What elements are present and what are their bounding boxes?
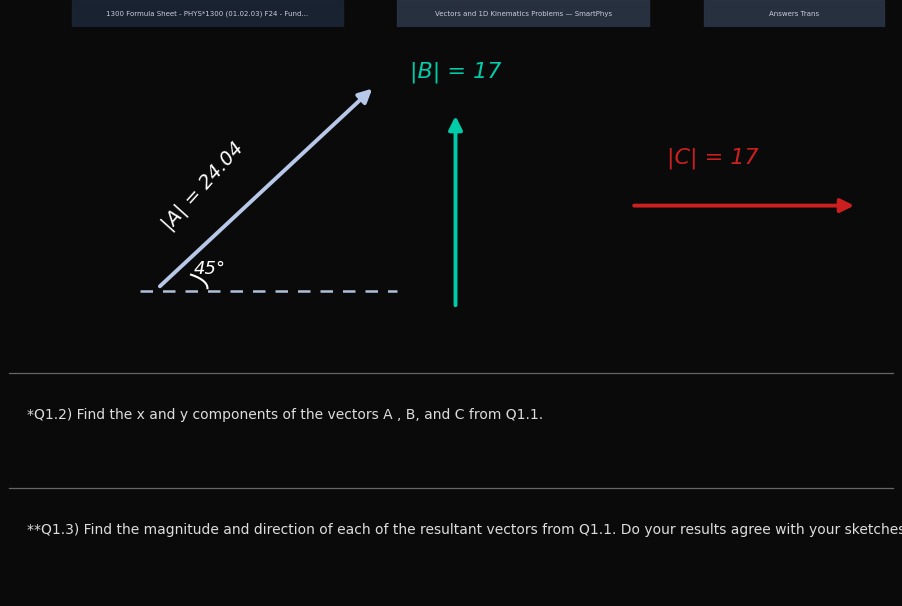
- Text: |B| = 17: |B| = 17: [410, 62, 502, 84]
- Text: |A| = 24.04: |A| = 24.04: [159, 138, 247, 234]
- Text: 45°: 45°: [194, 260, 226, 278]
- Text: **Q1.3) Find the magnitude and direction of each of the resultant vectors from Q: **Q1.3) Find the magnitude and direction…: [27, 523, 902, 538]
- Text: *Q1.2) Find the x and y components of the vectors A , B, and C from Q1.1.: *Q1.2) Find the x and y components of th…: [27, 408, 543, 422]
- Text: Vectors and 1D Kinematics Problems — SmartPhys: Vectors and 1D Kinematics Problems — Sma…: [435, 11, 612, 16]
- Text: 1300 Formula Sheet - PHYS*1300 (01.02.03) F24 - Fund...: 1300 Formula Sheet - PHYS*1300 (01.02.03…: [106, 10, 308, 17]
- Bar: [704, 0, 884, 27]
- Bar: [397, 0, 649, 27]
- Text: Answers Trans: Answers Trans: [769, 11, 819, 16]
- Text: |C| = 17: |C| = 17: [667, 148, 759, 169]
- Bar: [72, 0, 343, 27]
